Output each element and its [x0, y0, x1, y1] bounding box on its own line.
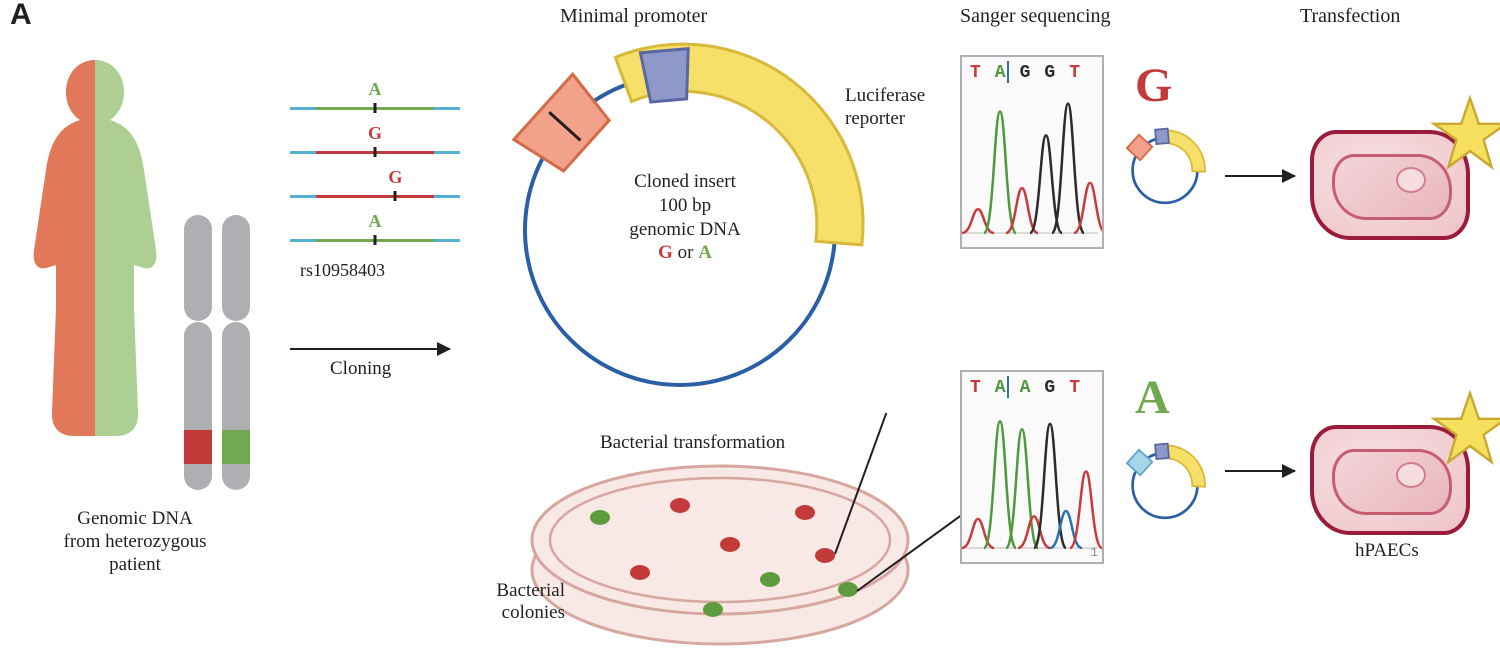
luciferase-label: Luciferase reporter — [845, 85, 925, 131]
petri-dish-icon — [520, 440, 920, 660]
chromatogram-a-mark: 1 — [1090, 545, 1098, 560]
human-label-line-1: Genomic DNA — [77, 508, 193, 529]
chromatogram-a-letters: TAAGT — [962, 378, 1102, 398]
insert-allele-g: G — [658, 242, 673, 263]
human-icon — [20, 60, 170, 440]
dish-title-top: Bacterial transformation — [600, 432, 785, 454]
panel-letter: A — [10, 0, 32, 32]
dna-fragment: A — [290, 239, 460, 242]
colony — [630, 565, 650, 580]
colony — [670, 498, 690, 513]
dna-fragment: A — [290, 107, 460, 110]
insert-allele-a: A — [698, 242, 712, 263]
mini-plasmid-g — [1120, 120, 1210, 210]
chromatogram-g-cursor — [1007, 61, 1009, 83]
insert-allele-or: or — [673, 242, 698, 263]
dna-fragment: G — [290, 195, 460, 198]
colony — [815, 548, 835, 563]
allele-g-big: G — [1135, 58, 1172, 113]
colony — [703, 602, 723, 617]
cloning-arrow — [290, 348, 450, 350]
chromosome-2 — [222, 215, 250, 495]
dna-fragment: G — [290, 151, 460, 154]
header-transfection: Transfection — [1300, 5, 1400, 28]
insert-line-3: genomic DNA — [629, 219, 740, 240]
colony — [795, 505, 815, 520]
chromatogram-g-letters: TAGGT — [962, 63, 1102, 83]
header-sanger: Sanger sequencing — [960, 5, 1111, 28]
star-icon-g — [1430, 95, 1500, 175]
colony — [760, 572, 780, 587]
insert-line-2: 100 bp — [659, 195, 711, 216]
star-icon-a — [1430, 390, 1500, 470]
dish-title-bottom: Bacterial colonies — [445, 580, 565, 624]
chromatogram-g: TAGGT — [960, 55, 1104, 249]
colony — [590, 510, 610, 525]
chromatogram-a: TAAGT 1 — [960, 370, 1104, 564]
human-label-line-2: from heterozygous — [64, 531, 207, 552]
plasmid-insert-label: Cloned insert 100 bp genomic DNA G or A — [595, 170, 775, 265]
chromatogram-a-cursor — [1007, 376, 1009, 398]
cloning-label: Cloning — [330, 358, 391, 380]
insert-line-1: Cloned insert — [634, 171, 736, 192]
mini-plasmid-a — [1120, 435, 1210, 525]
arrow-to-cell-g — [1225, 175, 1295, 177]
colony — [720, 537, 740, 552]
hpaecs-label: hPAECs — [1355, 540, 1419, 562]
header-promoter: Minimal promoter — [560, 5, 707, 28]
chromosome-1 — [184, 215, 212, 495]
human-label-line-3: patient — [109, 554, 161, 575]
human-label: Genomic DNA from heterozygous patient — [10, 508, 260, 576]
allele-a-big: A — [1135, 370, 1170, 425]
arrow-to-cell-a — [1225, 470, 1295, 472]
rs-id-label: rs10958403 — [300, 260, 385, 281]
